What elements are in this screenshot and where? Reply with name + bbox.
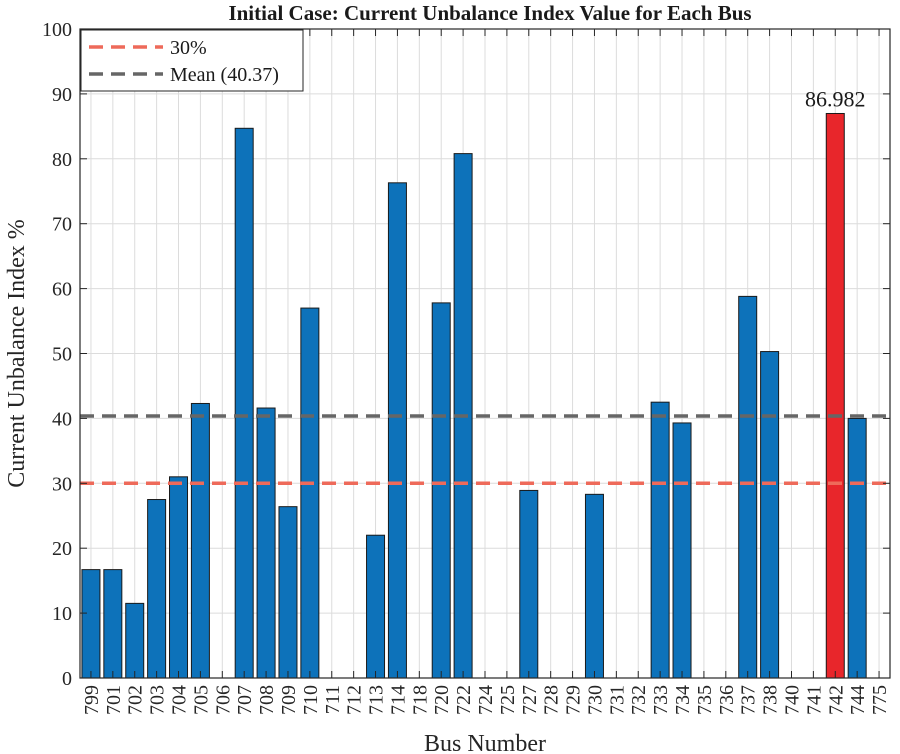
bar xyxy=(387,182,407,679)
x-tick-label: 728 xyxy=(541,685,563,715)
bar xyxy=(256,407,276,679)
x-tick-label: 724 xyxy=(475,685,497,715)
chart-title: Initial Case: Current Unbalance Index Va… xyxy=(228,1,751,25)
x-tick-label: 730 xyxy=(584,685,606,715)
bar xyxy=(81,569,101,679)
x-tick-label: 705 xyxy=(190,685,212,715)
x-tick-label: 727 xyxy=(519,685,541,715)
x-tick-label: 775 xyxy=(869,685,891,715)
bar xyxy=(169,476,189,679)
bar xyxy=(672,422,692,679)
x-tick-label: 709 xyxy=(278,685,300,715)
x-tick-label: 720 xyxy=(431,685,453,715)
x-tick-label: 706 xyxy=(212,685,234,715)
x-tick-label: 722 xyxy=(453,685,475,715)
bar xyxy=(103,569,123,679)
x-tick-label: 711 xyxy=(322,685,344,714)
x-tick-label: 738 xyxy=(760,685,782,715)
reference-lines xyxy=(80,414,890,486)
x-tick-label: 735 xyxy=(694,685,716,715)
bar xyxy=(278,506,298,679)
x-tick-label: 731 xyxy=(606,685,628,715)
x-tick-label: 704 xyxy=(169,685,191,715)
x-tick-label: 732 xyxy=(628,685,650,715)
x-tick-label: 714 xyxy=(387,685,409,715)
x-tick-label: 701 xyxy=(103,685,125,715)
y-axis-label: Current Unbalance Index % xyxy=(4,219,30,488)
x-tick-label: 799 xyxy=(81,685,103,715)
x-tick-label: 734 xyxy=(672,685,694,715)
x-tick-label: 725 xyxy=(497,685,519,715)
bar xyxy=(190,402,210,679)
bar xyxy=(300,307,320,679)
labels: 0 10 20 30 40 50 60 70 80 90 100 799 701 702 703 704 705… xyxy=(4,1,891,754)
bar xyxy=(147,499,167,679)
legend: 30% Mean (40.37) xyxy=(80,29,304,92)
bar xyxy=(738,295,758,679)
y-tick-label: 40 xyxy=(52,408,72,430)
y-tick-label: 70 xyxy=(52,214,72,236)
y-tick-label: 10 xyxy=(52,603,72,625)
bar xyxy=(366,534,386,679)
x-tick-label: 718 xyxy=(409,685,431,715)
bar xyxy=(584,493,604,679)
x-tick-label: 742 xyxy=(825,685,847,715)
bar xyxy=(234,127,254,679)
x-tick-label: 708 xyxy=(256,685,278,715)
y-tick-label: 80 xyxy=(52,149,72,171)
x-tick-label: 712 xyxy=(344,685,366,715)
x-tick-label: 713 xyxy=(366,685,388,715)
x-tick-label: 740 xyxy=(781,685,803,715)
legend-label: 30% xyxy=(170,37,207,59)
bar xyxy=(650,401,670,679)
bar xyxy=(431,302,451,679)
legend-box xyxy=(80,29,304,92)
x-tick-label: 737 xyxy=(738,685,760,715)
x-tick-label: 736 xyxy=(716,685,738,715)
y-tick-label: 0 xyxy=(62,668,72,690)
x-tick-label: 729 xyxy=(563,685,585,715)
bar xyxy=(760,351,780,679)
y-tick-label: 100 xyxy=(42,19,72,41)
y-tick-label: 20 xyxy=(52,538,72,560)
y-tick-label: 30 xyxy=(52,473,72,495)
bar xyxy=(519,489,539,679)
x-tick-label: 733 xyxy=(650,685,672,715)
x-axis-label: Bus Number xyxy=(424,731,546,754)
bars xyxy=(81,112,867,679)
legend-label: Mean (40.37) xyxy=(170,64,279,86)
y-tick-label: 50 xyxy=(52,344,72,366)
x-tick-label: 702 xyxy=(125,685,147,715)
axes xyxy=(79,28,891,679)
x-tick-label: 741 xyxy=(803,685,825,715)
bar xyxy=(125,602,145,679)
data-label-max: 86.982 xyxy=(805,86,866,111)
bar-highlight xyxy=(825,112,845,679)
y-tick-label: 90 xyxy=(52,84,72,106)
x-tick-label: 744 xyxy=(847,685,869,715)
x-tick-label: 703 xyxy=(147,685,169,715)
x-tick-label: 707 xyxy=(234,685,256,715)
x-tick-label: 710 xyxy=(300,685,322,715)
y-tick-label: 60 xyxy=(52,279,72,301)
bar xyxy=(847,417,867,679)
